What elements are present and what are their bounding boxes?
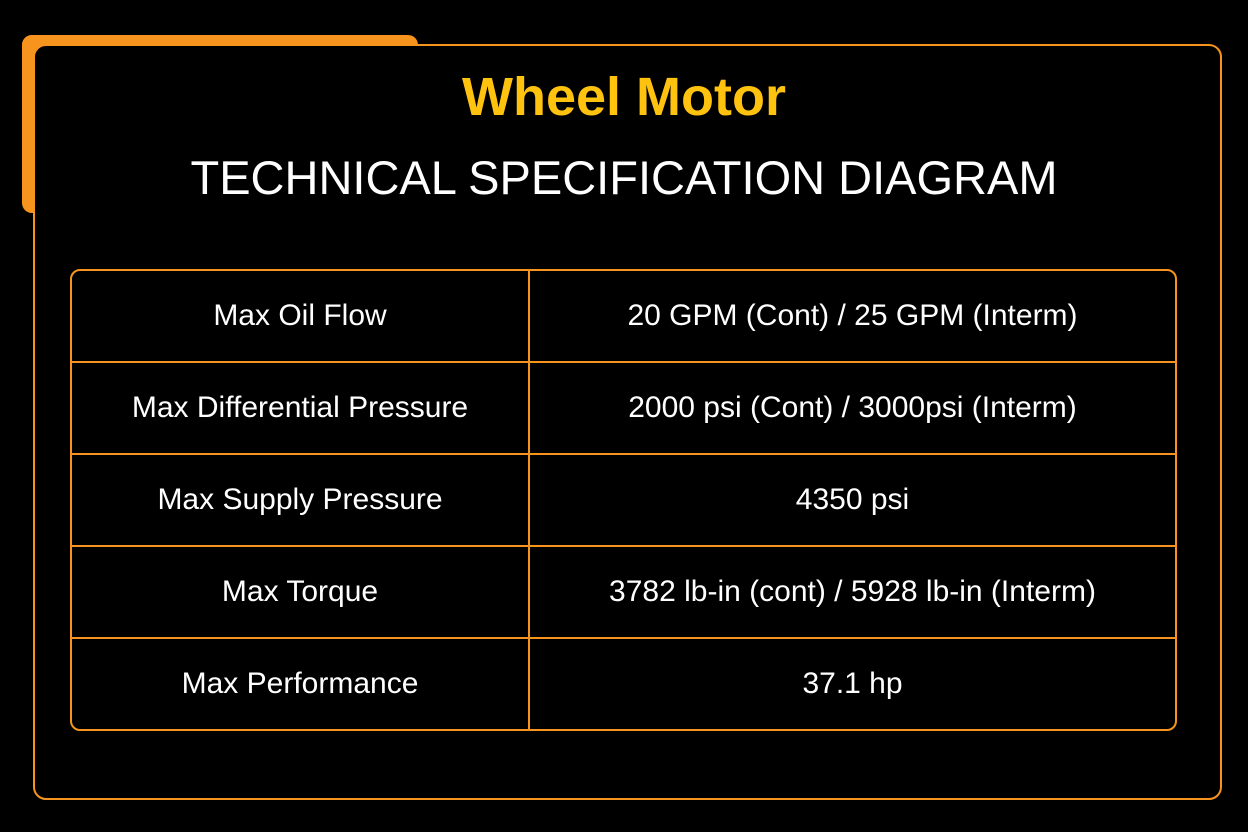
spec-row: Max Supply Pressure 4350 psi xyxy=(72,455,1175,547)
spec-label: Max Differential Pressure xyxy=(72,363,530,455)
spec-value: 20 GPM (Cont) / 25 GPM (Interm) xyxy=(530,271,1175,363)
spec-value: 4350 psi xyxy=(530,455,1175,547)
subtitle: TECHNICAL SPECIFICATION DIAGRAM xyxy=(190,151,1058,204)
spec-value: 2000 psi (Cont) / 3000psi (Interm) xyxy=(530,363,1175,455)
spec-row: Max Differential Pressure 2000 psi (Cont)… xyxy=(72,363,1175,455)
spec-row: Max Torque 3782 lb-in (cont) / 5928 lb-in… xyxy=(72,547,1175,639)
spec-label: Max Torque xyxy=(72,547,530,639)
spec-value: 37.1 hp xyxy=(802,667,903,700)
frame-panel xyxy=(33,44,1222,800)
spec-label: Max Performance xyxy=(72,639,530,729)
spec-value: 3782 lb-in (cont) / 5928 lb-in (Interm) xyxy=(530,547,1175,639)
spec-row: Max Performance 37.1 hp xyxy=(72,639,1175,729)
title: Wheel Motor xyxy=(462,67,786,127)
spec-label: Max Oil Flow xyxy=(72,271,530,363)
spec-table: Max Oil Flow 20 GPM (Cont) / 25 GPM (Inte… xyxy=(70,269,1177,731)
spec-row: Max Oil Flow 20 GPM (Cont) / 25 GPM (Inte… xyxy=(72,271,1175,363)
spec-label: Max Supply Pressure xyxy=(72,455,530,547)
